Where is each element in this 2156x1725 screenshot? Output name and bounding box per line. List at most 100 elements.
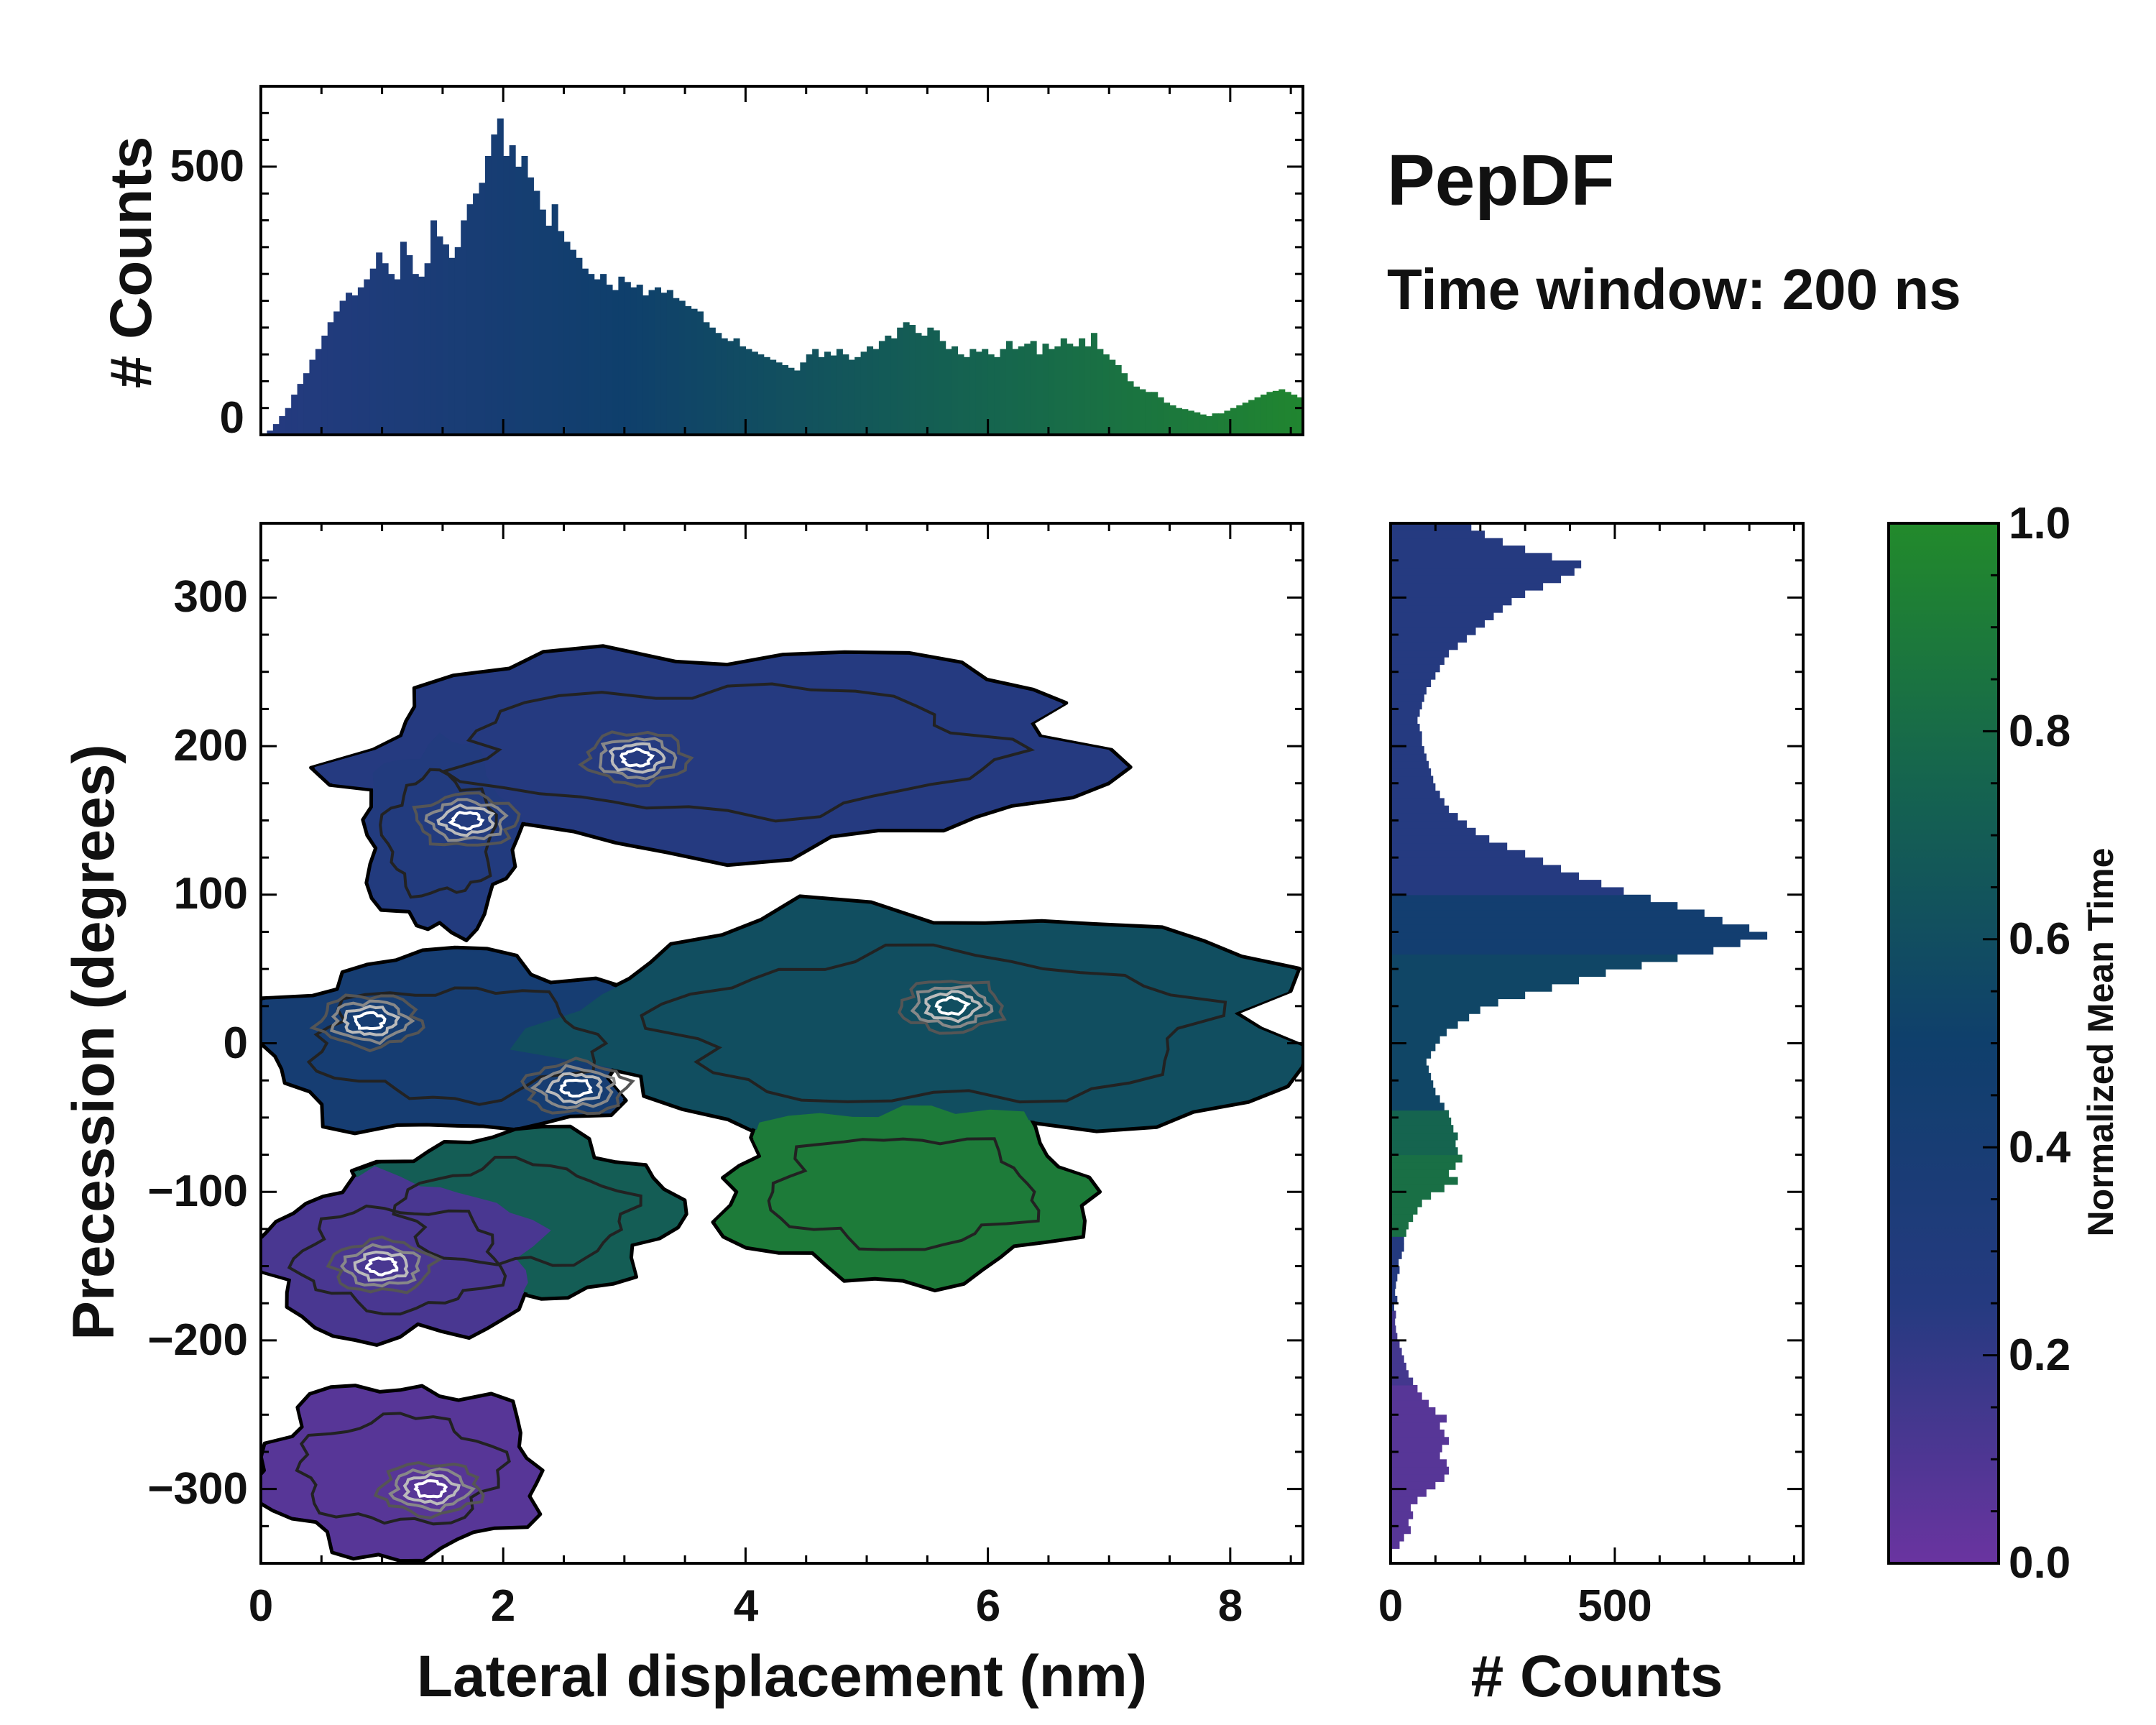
top-hist-bar [987, 354, 995, 435]
right-hist-bar [1391, 783, 1436, 791]
right-hist-bar [1391, 1511, 1414, 1519]
right-hist-bar [1391, 612, 1494, 620]
right-hist-bar [1391, 538, 1503, 546]
top-hist-bar [800, 362, 807, 435]
top-hist-bar [436, 236, 443, 435]
right-hist-bar [1391, 932, 1768, 940]
top-hist-bar [660, 293, 668, 435]
right-hist-bar [1391, 1303, 1394, 1312]
top-hist-bar [291, 395, 298, 435]
right-hist-bar [1391, 1317, 1396, 1326]
right-hist-bar [1391, 798, 1445, 806]
top-hist-bar [369, 268, 377, 435]
top-hist-bar [581, 268, 589, 435]
top-hist-bar [412, 274, 419, 435]
top-hist-bar [618, 276, 625, 435]
right-hist-bar [1391, 760, 1429, 769]
top-hist-bar [952, 346, 959, 435]
right-hist-bar [1391, 1199, 1422, 1208]
main-xtick-label: 4 [734, 1581, 759, 1631]
top-hist-bar [1030, 341, 1037, 435]
right-hist-bar [1391, 947, 1714, 955]
density-peak-contour [530, 1064, 617, 1110]
right-hist-bar [1391, 791, 1440, 799]
top-hist-bar [878, 341, 885, 435]
density-peak-contour [413, 1479, 448, 1499]
main-ticks [259, 522, 1303, 1565]
top-hist-bar [842, 354, 849, 435]
top-hist-bar [327, 322, 334, 435]
right-hist-bar [1391, 1362, 1406, 1371]
right-hist-bar [1391, 827, 1476, 836]
top-hist-bar [539, 209, 546, 435]
top-hist-bar [600, 274, 607, 435]
top-hist-bar [654, 287, 661, 435]
top-hist-bar [1296, 397, 1303, 435]
right-hist-bar [1391, 575, 1562, 584]
top-hist-bar [364, 279, 371, 435]
top-hist-bar [388, 274, 395, 435]
right-hist-bar [1391, 991, 1526, 1000]
right-hist-bar [1391, 1072, 1432, 1081]
top-histogram-ylabel: # Counts [98, 137, 164, 389]
top-hist-bar [1127, 381, 1134, 435]
right-hist-bar [1391, 1125, 1454, 1133]
right-hist-bar [1391, 768, 1432, 777]
top-hist-bar [648, 290, 655, 435]
top-histogram-ticks [259, 85, 1303, 436]
top-hist-bar [442, 244, 449, 435]
top-hist-bar [1224, 410, 1231, 435]
main-ytick-label: 100 [174, 869, 248, 919]
right-hist-bar [1391, 1169, 1450, 1178]
right-hist-bar [1391, 568, 1575, 576]
right-hist-bar [1391, 1266, 1400, 1274]
top-hist-bar [1115, 365, 1122, 435]
right-hist-bar [1391, 590, 1526, 598]
top-hist-bar [909, 325, 916, 435]
top-hist-bar [333, 311, 341, 435]
top-hist-bar [267, 431, 274, 435]
density-peak-contour [424, 798, 509, 842]
top-ytick-label: 0 [220, 393, 244, 443]
top-hist-bar [1327, 424, 1334, 435]
density-peak-contour [598, 737, 678, 781]
density-peak-contour [520, 1057, 635, 1116]
top-hist-bar [1133, 386, 1140, 435]
right-hist-bar [1391, 456, 1403, 464]
right-hist-bar [1391, 716, 1418, 724]
right-hist-bar [1391, 686, 1427, 695]
top-hist-bar [1340, 432, 1346, 435]
top-hist-bar [1169, 405, 1176, 435]
top-hist-bar [309, 359, 316, 435]
colorbar-gradient [1887, 522, 2000, 1565]
heatmap-region-fill [716, 1105, 1097, 1288]
top-hist-bar [678, 300, 686, 435]
top-hist-bar [860, 351, 867, 435]
main-xlabel: Lateral displacement (nm) [417, 1644, 1147, 1709]
top-hist-bar [297, 384, 304, 435]
colorbar-tick-label: 0.8 [2009, 707, 2070, 756]
heatmap-contour [379, 768, 498, 899]
right-hist-bar [1391, 1473, 1445, 1482]
right-hist-bar [1391, 1437, 1450, 1445]
heatmap-contours [287, 682, 1227, 1526]
top-hist-bar [1054, 346, 1061, 435]
right-hist-bar [1391, 1459, 1447, 1468]
right-hist-bar [1391, 1043, 1436, 1052]
top-hist-bar [279, 415, 286, 435]
top-histogram: 0 500 # Counts [98, 85, 1364, 443]
right-hist-bar [1391, 1132, 1458, 1141]
top-hist-bar [1248, 400, 1256, 435]
density-peak-contour [559, 1078, 594, 1098]
top-hist-bar [509, 145, 516, 435]
top-hist-bar [933, 330, 940, 435]
right-hist-bar [1391, 842, 1508, 851]
main-ytick-label: 200 [174, 721, 248, 770]
top-hist-bar [563, 242, 571, 435]
figure-title: PepDF [1387, 140, 1615, 221]
top-hist-bar [1358, 434, 1364, 435]
right-hist-bar [1391, 1184, 1445, 1192]
right-hist-bar [1391, 671, 1436, 680]
top-hist-bar [1187, 410, 1194, 435]
